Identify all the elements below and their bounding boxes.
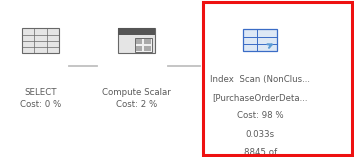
Text: Compute Scalar
Cost: 2 %: Compute Scalar Cost: 2 % xyxy=(102,88,171,109)
Bar xyxy=(22,28,59,53)
Bar xyxy=(203,2,352,155)
Bar xyxy=(135,38,152,52)
Text: 8845 of: 8845 of xyxy=(244,148,277,157)
Bar xyxy=(118,28,155,35)
Text: Cost: 98 %: Cost: 98 % xyxy=(237,111,284,120)
Bar xyxy=(144,39,151,44)
Bar xyxy=(136,39,143,44)
Bar xyxy=(243,29,277,51)
Bar xyxy=(144,46,151,51)
Text: Index  Scan (NonClus...: Index Scan (NonClus... xyxy=(210,75,310,84)
Bar xyxy=(118,28,155,53)
Bar xyxy=(136,46,143,51)
Text: SELECT
Cost: 0 %: SELECT Cost: 0 % xyxy=(20,88,61,109)
Text: 0.033s: 0.033s xyxy=(246,130,275,138)
Text: [PurchaseOrderDeta...: [PurchaseOrderDeta... xyxy=(212,93,308,102)
